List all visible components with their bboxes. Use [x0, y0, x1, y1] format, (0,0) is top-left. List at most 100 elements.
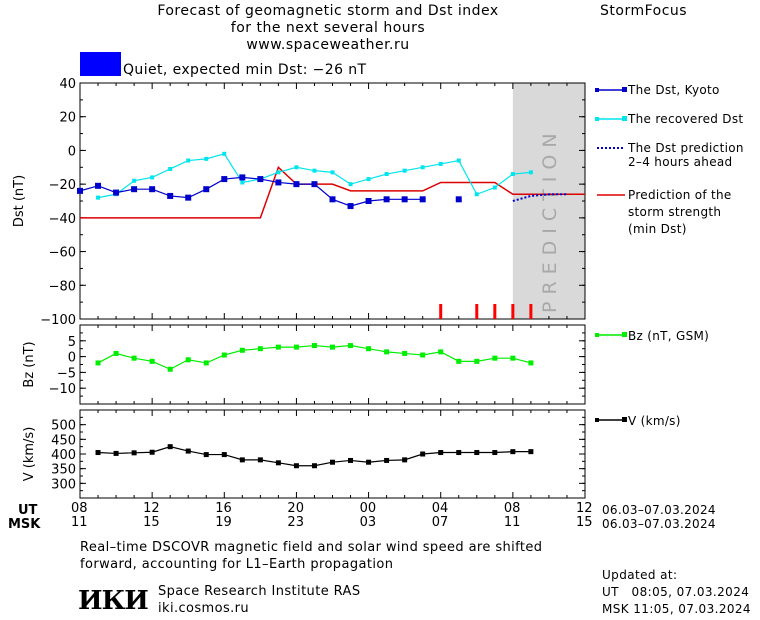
- bz-point: [330, 344, 335, 350]
- dst-kyoto-point: [77, 187, 83, 194]
- dst-kyoto-point: [167, 192, 174, 199]
- v-point: [528, 449, 534, 455]
- legend-marker: [622, 417, 627, 422]
- bz-point: [131, 355, 137, 361]
- v-point: [420, 451, 426, 457]
- chart-title-line2: for the next several hours: [230, 20, 426, 36]
- brand-name: StormFocus: [600, 3, 688, 19]
- institute-site[interactable]: iki.cosmos.ru: [158, 601, 250, 616]
- bz-point: [275, 344, 281, 350]
- v-point: [257, 457, 263, 463]
- bz-point: [311, 343, 317, 349]
- series-dst-kyoto: [79, 176, 423, 207]
- y-tick-label: 0: [68, 351, 76, 366]
- v-point: [293, 463, 299, 469]
- ut-tick-label: 16: [215, 501, 232, 516]
- msk-tick-label: 11: [71, 515, 88, 530]
- y-tick-label: 0: [68, 144, 76, 159]
- storm-mark: [439, 304, 443, 319]
- recovered-dst-point: [150, 175, 155, 180]
- legend-marker: [595, 333, 599, 337]
- bz-point: [167, 366, 173, 372]
- storm-mark: [529, 304, 533, 319]
- bz-point: [402, 350, 408, 356]
- dst-kyoto-point: [185, 194, 192, 201]
- y-tick-label: 5: [68, 335, 76, 350]
- bz-point: [293, 344, 299, 350]
- dst-kyoto-point: [383, 196, 390, 203]
- recovered-dst-point: [420, 165, 425, 170]
- v-point: [348, 457, 354, 463]
- msk-tick-label: 15: [143, 515, 160, 530]
- prediction-band: [512, 83, 585, 319]
- v-point: [275, 460, 281, 466]
- bz-panel: 50−5−10 Bz (nT): [22, 324, 627, 405]
- series-dst-prediction: [512, 193, 567, 202]
- bz-point: [420, 352, 426, 358]
- y-tick-label: −40: [49, 212, 76, 227]
- bz-point: [348, 343, 354, 349]
- dst-kyoto-point: [221, 176, 228, 183]
- msk-tick-label: 07: [431, 515, 449, 530]
- ut-tick-label: 12: [143, 501, 160, 516]
- y-tick-label: −20: [49, 178, 76, 193]
- v-point: [239, 457, 245, 463]
- y-axis-label: Bz (nT): [22, 341, 37, 387]
- recovered-dst-point: [384, 172, 389, 177]
- y-tick-label: −10: [49, 382, 76, 397]
- legend-storm-strength: Prediction of the: [628, 188, 732, 202]
- recovered-dst-point: [510, 172, 515, 177]
- v-point: [131, 450, 137, 456]
- footer-note-line1: Real–time DSCOVR magnetic field and sola…: [80, 540, 543, 555]
- v-point: [510, 449, 516, 455]
- v-point: [366, 459, 372, 465]
- bz-point: [384, 349, 390, 355]
- dst-kyoto-point: [347, 203, 354, 210]
- site-url: www.spaceweather.ru: [246, 37, 410, 53]
- legend-dst-kyoto: The Dst, Kyoto: [628, 83, 720, 97]
- dst-panel: PREDICTION 40 20 0 −20 −40 −60 −80 −100 Dst (nT): [12, 77, 627, 328]
- dst-kyoto-point: [113, 189, 120, 196]
- ut-tick-label: 08: [503, 501, 521, 516]
- dst-kyoto-point: [293, 181, 300, 188]
- legend-dst-kyoto-symbol-marker: [595, 88, 599, 92]
- v-point: [384, 457, 390, 463]
- bz-point: [528, 360, 534, 366]
- bz-point: [185, 357, 191, 363]
- updated-msk: MSK 11:05, 07.03.2024: [602, 602, 751, 616]
- v-point: [167, 444, 173, 450]
- prediction-label: PREDICTION: [539, 126, 561, 313]
- y-axis-label: Dst (nT): [12, 175, 27, 227]
- recovered-dst-point: [456, 158, 461, 163]
- ut-tick-label: 08: [71, 501, 88, 516]
- legend-recovered-symbol-marker: [595, 117, 599, 121]
- ut-tick-label: 04: [431, 501, 449, 516]
- y-tick-label: −100: [40, 313, 76, 328]
- series-storm-strength: [80, 165, 585, 219]
- dst-kyoto-point: [131, 186, 138, 193]
- y-tick-label: 20: [59, 111, 76, 126]
- v-point: [203, 452, 209, 458]
- recovered-dst-point: [294, 165, 299, 170]
- dst-kyoto-point: [275, 179, 282, 186]
- msk-tick-label: 15: [576, 515, 593, 530]
- chart-title-line1: Forecast of geomagnetic storm and Dst in…: [157, 3, 499, 19]
- y-tick-label: 300: [51, 477, 76, 492]
- msk-date-range: 06.03–07.03.2024: [602, 517, 716, 531]
- legend-marker: [622, 332, 627, 337]
- v-point: [221, 452, 227, 458]
- msk-tick-label: 03: [359, 515, 377, 530]
- recovered-dst-point: [186, 158, 191, 163]
- storm-mark: [493, 304, 497, 319]
- series-v: [98, 446, 531, 467]
- bz-point: [366, 346, 372, 352]
- dst-kyoto-point: [455, 196, 462, 203]
- v-point: [492, 450, 498, 456]
- recovered-dst-point: [402, 168, 407, 173]
- recovered-dst-point: [330, 170, 335, 175]
- recovered-dst-point: [366, 177, 371, 182]
- dst-kyoto-point: [239, 174, 246, 181]
- recovered-dst-point: [222, 151, 227, 156]
- recovered-dst-point: [96, 195, 101, 200]
- recovered-dst-point: [240, 180, 245, 185]
